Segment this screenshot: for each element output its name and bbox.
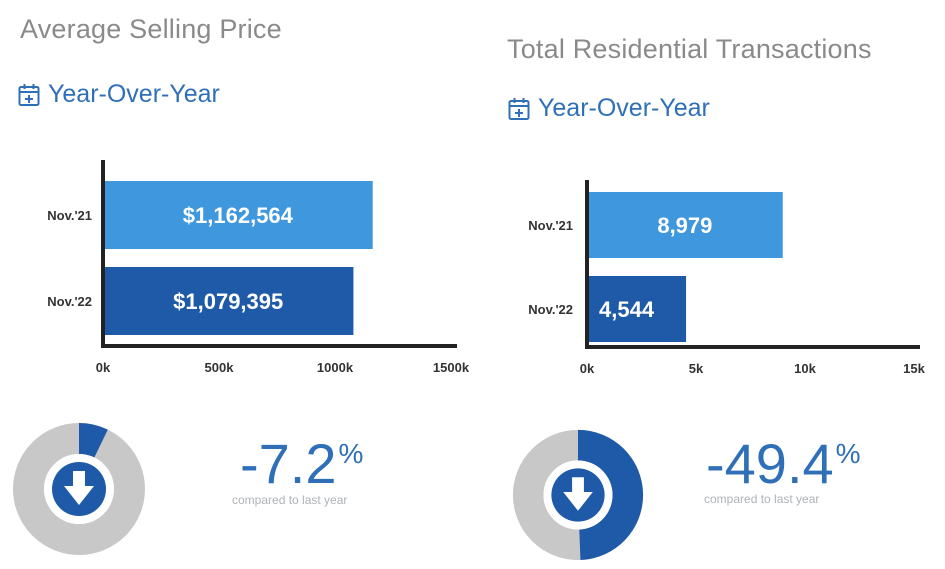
total-residential-transactions-chart: 8,979 Nov.'21 4,544 Nov.'22 0k 5k 10k 15k — [528, 180, 926, 376]
panel-title: Total Residential Transactions — [507, 34, 872, 64]
x-tick-label: 15k — [903, 361, 925, 376]
bar-nov-21 — [587, 192, 783, 258]
bar-value-label: 8,979 — [657, 213, 712, 238]
x-tick-label: 0k — [580, 361, 595, 376]
arrow-down-icon — [551, 468, 605, 522]
category-label: Nov.'21 — [528, 218, 573, 233]
panel-title: Average Selling Price — [20, 14, 282, 44]
bar-value-label: 4,544 — [599, 297, 655, 322]
calendar-plus-icon — [508, 97, 530, 120]
compared-to-last-year-label: compared to last year — [704, 492, 820, 506]
change-value: -49.4 — [706, 432, 834, 495]
x-tick-label: 1500k — [433, 360, 470, 375]
change-percent: -49.4% — [706, 436, 861, 492]
change-percent: -7.2% — [240, 436, 363, 492]
x-tick-label: 0k — [96, 360, 111, 375]
donut-segment — [79, 423, 108, 458]
percent-sign: % — [338, 438, 364, 469]
change-donut — [512, 429, 644, 561]
bar-nov-22 — [587, 276, 687, 342]
total-residential-transactions-panel: Total Residential Transactions Year-Over… — [472, 0, 945, 569]
category-label: Nov.'21 — [47, 208, 92, 223]
percent-sign: % — [835, 438, 861, 469]
x-tick-label: 500k — [205, 360, 235, 375]
bar-nov-22 — [103, 267, 354, 335]
year-over-year-label: Year-Over-Year — [538, 94, 710, 122]
average-selling-price-panel: Average Selling Price Year-Over-Year $1,… — [0, 0, 472, 569]
year-over-year-link[interactable]: Year-Over-Year — [18, 80, 220, 109]
compared-to-last-year-label: compared to last year — [232, 493, 348, 507]
year-over-year-label: Year-Over-Year — [48, 80, 220, 108]
x-tick-label: 10k — [794, 361, 816, 376]
calendar-plus-icon — [18, 83, 40, 106]
x-tick-label: 1000k — [317, 360, 354, 375]
bar-value-label: $1,079,395 — [173, 289, 283, 314]
bar-value-label: $1,162,564 — [183, 203, 294, 228]
average-selling-price-chart: $1,162,564 Nov.'21 $1,079,395 Nov.'22 0k 500k… — [47, 160, 470, 375]
year-over-year-link[interactable]: Year-Over-Year — [508, 94, 710, 123]
donut-segment — [578, 429, 644, 561]
arrow-down-icon — [52, 462, 106, 516]
x-tick-label: 5k — [689, 361, 704, 376]
change-value: -7.2 — [240, 432, 337, 495]
bar-nov-21 — [103, 181, 373, 249]
category-label: Nov.'22 — [47, 294, 92, 309]
category-label: Nov.'22 — [528, 302, 573, 317]
change-donut — [13, 423, 145, 555]
